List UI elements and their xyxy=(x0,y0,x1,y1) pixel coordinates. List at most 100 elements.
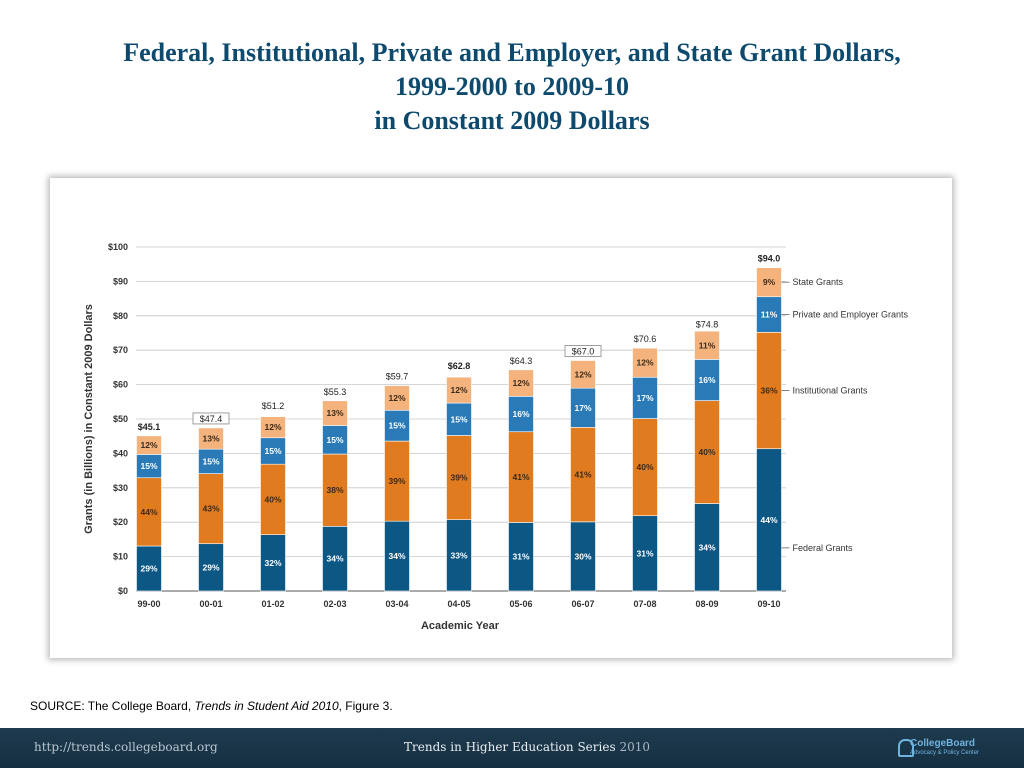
legend-label-institutional: Institutional Grants xyxy=(793,386,869,396)
x-tick-label: 99-00 xyxy=(137,599,160,609)
y-tick-label: $60 xyxy=(113,380,128,390)
segment-percent-label: 32% xyxy=(264,558,281,568)
segment-percent-label: 9% xyxy=(763,277,776,287)
segment-percent-label: 44% xyxy=(140,507,157,517)
segment-percent-label: 15% xyxy=(388,421,405,431)
x-tick-label: 04-05 xyxy=(447,599,470,609)
segment-percent-label: 44% xyxy=(760,515,777,525)
bar-total-label: $70.6 xyxy=(634,334,657,344)
segment-percent-label: 39% xyxy=(388,476,405,486)
y-tick-label: $40 xyxy=(113,448,128,458)
y-tick-label: $0 xyxy=(118,586,128,596)
bar-segment-private-employer xyxy=(322,425,348,455)
bar-total-label: $55.3 xyxy=(324,387,347,397)
footer-series-title: Trends in Higher Education Series 2010 xyxy=(404,740,650,754)
bar-segment-private-employer xyxy=(632,376,658,419)
x-tick-label: 05-06 xyxy=(509,599,532,609)
bar-segment-federal xyxy=(508,522,534,592)
total-label-box xyxy=(564,345,602,357)
segment-percent-label: 12% xyxy=(388,393,405,403)
total-label-box xyxy=(192,412,230,425)
x-tick-label: 09-10 xyxy=(757,599,780,609)
segment-percent-label: 15% xyxy=(202,456,219,466)
bar-segment-institutional xyxy=(446,435,472,521)
bar-total-label: $62.8 xyxy=(448,361,471,371)
bar-total-label: $74.8 xyxy=(696,320,719,330)
bar-segment-state xyxy=(446,376,472,404)
segment-percent-label: 33% xyxy=(450,550,467,560)
bar-segment-state xyxy=(322,400,348,426)
bar-total-label: $64.3 xyxy=(510,356,533,366)
segment-percent-label: 15% xyxy=(264,446,281,456)
bar-segment-state xyxy=(260,416,286,439)
segment-percent-label: 12% xyxy=(140,440,157,450)
bar-segment-state xyxy=(570,360,596,389)
bar-segment-state xyxy=(136,435,162,455)
bar-segment-institutional xyxy=(260,463,286,535)
bar-total-label: $59.7 xyxy=(386,372,409,382)
segment-percent-label: 15% xyxy=(326,435,343,445)
y-tick-label: $20 xyxy=(113,517,128,527)
footer-bar: http://trends.collegeboard.org Trends in… xyxy=(0,728,1024,768)
segment-percent-label: 34% xyxy=(388,551,405,561)
bar-segment-private-employer xyxy=(570,387,596,428)
bar-segment-institutional xyxy=(570,427,596,523)
segment-percent-label: 12% xyxy=(512,378,529,388)
y-tick-label: $10 xyxy=(113,552,128,562)
bar-segment-institutional xyxy=(136,477,162,547)
bar-segment-federal xyxy=(694,503,720,592)
y-tick-label: $100 xyxy=(108,242,128,252)
segment-percent-label: 13% xyxy=(326,408,343,418)
bar-segment-federal xyxy=(384,520,410,592)
segment-percent-label: 40% xyxy=(264,494,281,504)
bar-total-label: $47.4 xyxy=(200,414,223,424)
legend-label-federal: Federal Grants xyxy=(793,543,854,553)
bar-segment-institutional xyxy=(322,453,348,527)
bar-segment-institutional xyxy=(198,473,224,545)
segment-percent-label: 40% xyxy=(698,447,715,457)
y-axis-title: Grants (in Billions) in Constant 2009 Do… xyxy=(83,304,95,534)
y-tick-label: $30 xyxy=(113,483,128,493)
segment-percent-label: 12% xyxy=(264,422,281,432)
bar-total-label: $67.0 xyxy=(572,347,595,357)
bar-segment-institutional xyxy=(694,400,720,504)
x-axis-title: Academic Year xyxy=(421,620,500,632)
bar-segment-state xyxy=(384,385,410,411)
segment-percent-label: 12% xyxy=(636,358,653,368)
stacked-bar-chart: $0 $10 $20 $30 $40 $50 $60 $70 $80 $90 $100 Grants … xyxy=(83,242,909,632)
segment-percent-label: 41% xyxy=(574,470,591,480)
bar-segment-private-employer xyxy=(384,409,410,442)
bar-segment-private-employer xyxy=(446,402,472,436)
segment-percent-label: 17% xyxy=(574,403,591,413)
segment-percent-label: 12% xyxy=(450,385,467,395)
bar-segment-federal xyxy=(136,545,162,592)
bar-segment-institutional xyxy=(384,440,410,522)
x-tick-label: 00-01 xyxy=(199,599,222,609)
x-tick-label: 08-09 xyxy=(695,599,718,609)
segment-percent-label: 16% xyxy=(698,375,715,385)
x-tick-label: 06-07 xyxy=(571,599,594,609)
bar-segment-federal xyxy=(198,543,224,592)
segment-percent-label: 17% xyxy=(636,393,653,403)
bar-total-label: $45.1 xyxy=(138,422,161,432)
bar-segment-federal xyxy=(260,534,286,592)
bar-segment-state xyxy=(198,427,224,450)
title-line-2: 1999-2000 to 2009-10 xyxy=(395,72,629,101)
source-suffix: , Figure 3. xyxy=(338,699,393,713)
segment-percent-label: 31% xyxy=(636,548,653,558)
chart-panel: $0 $10 $20 $30 $40 $50 $60 $70 $80 $90 $100 Grants … xyxy=(50,178,952,658)
source-prefix: SOURCE: The College Board, xyxy=(30,699,195,713)
bar-segment-federal xyxy=(446,519,472,592)
segment-percent-label: 11% xyxy=(761,310,778,320)
bar-segment-private-employer xyxy=(756,296,782,333)
bar-total-label: $51.2 xyxy=(262,401,285,411)
y-tick-label: $80 xyxy=(113,311,128,321)
segment-percent-label: 43% xyxy=(202,504,219,514)
slide-title: Federal, Institutional, Private and Empl… xyxy=(0,36,1024,138)
segment-percent-label: 36% xyxy=(760,386,777,396)
segment-percent-label: 15% xyxy=(450,414,467,424)
bar-segment-state xyxy=(694,330,720,360)
footer-url[interactable]: http://trends.collegeboard.org xyxy=(34,740,218,754)
legend-label-state: State Grants xyxy=(793,277,844,287)
x-tick-label: 02-03 xyxy=(323,599,346,609)
